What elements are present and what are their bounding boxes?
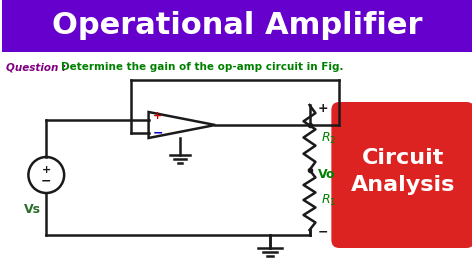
Text: +: + (42, 165, 51, 175)
Text: Vo: Vo (318, 168, 335, 181)
Text: Vs: Vs (24, 203, 41, 216)
Text: −: − (153, 127, 163, 139)
Text: +: + (318, 102, 328, 114)
Text: Analysis: Analysis (351, 175, 455, 195)
Text: Circuit: Circuit (362, 148, 444, 168)
Text: Operational Amplifier: Operational Amplifier (52, 11, 422, 40)
FancyBboxPatch shape (1, 0, 473, 52)
Text: Question :: Question : (6, 62, 69, 72)
Text: $R_2$: $R_2$ (321, 130, 337, 146)
Text: Determine the gain of the op-amp circuit in Fig.: Determine the gain of the op-amp circuit… (61, 62, 344, 72)
Text: +: + (153, 111, 162, 121)
Text: −: − (318, 226, 328, 239)
Text: $R_1$: $R_1$ (321, 192, 337, 207)
FancyBboxPatch shape (331, 102, 474, 248)
Text: −: − (41, 174, 52, 188)
